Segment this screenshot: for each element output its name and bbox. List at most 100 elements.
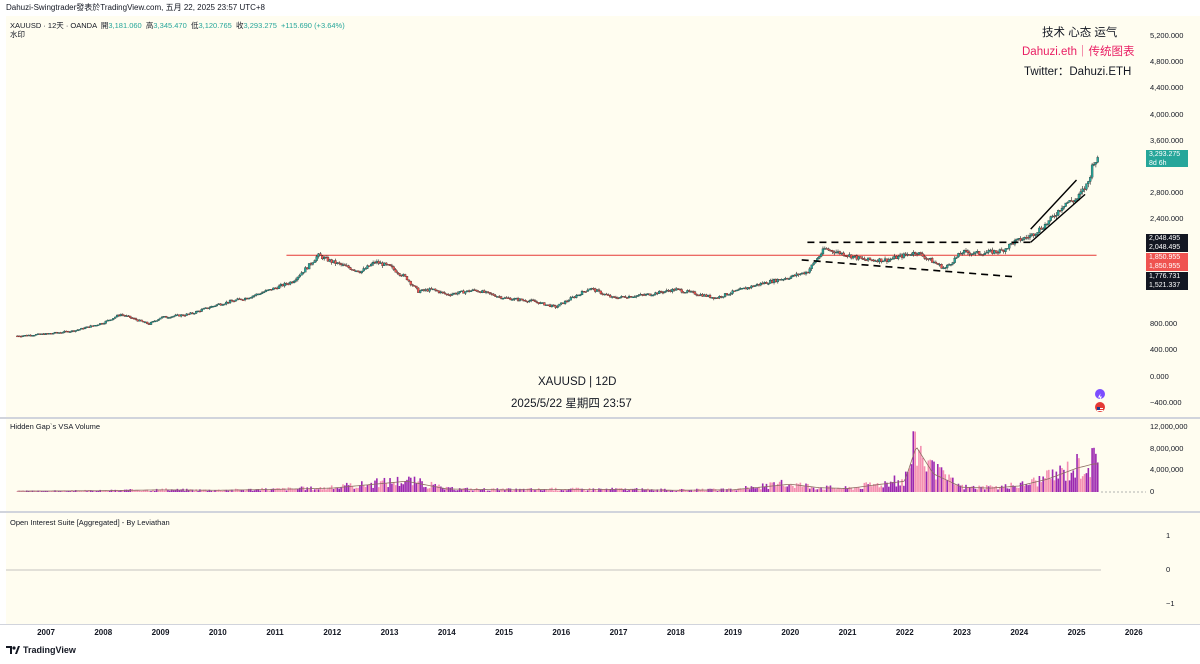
volume-bar xyxy=(195,489,197,492)
candle-body xyxy=(582,291,586,293)
volume-bar xyxy=(138,490,141,492)
candle-body xyxy=(614,296,618,299)
volume-bar xyxy=(393,482,395,492)
volume-bar xyxy=(906,471,909,492)
candle-body xyxy=(693,291,697,295)
candle-body xyxy=(1045,223,1049,226)
price-tag: 1,850.955 xyxy=(1146,262,1188,271)
candle-body xyxy=(387,264,390,266)
candle-body xyxy=(76,329,79,332)
volume-bar xyxy=(790,484,792,492)
volume-bar xyxy=(690,489,692,492)
high-label: 高 xyxy=(145,21,154,30)
volume-bar xyxy=(974,488,977,492)
candle-body xyxy=(827,248,830,251)
price-chart[interactable] xyxy=(6,16,1146,417)
volume-bar xyxy=(425,486,427,492)
oi-indicator-title[interactable]: Open Interest Suite [Aggregated] - By Le… xyxy=(10,518,170,527)
candle-body xyxy=(1087,181,1090,184)
volume-bar xyxy=(464,488,467,492)
time-tick-label: 2026 xyxy=(1124,628,1143,637)
volume-bar xyxy=(839,488,841,492)
candle-body xyxy=(405,276,409,281)
candle-body xyxy=(390,265,394,267)
volume-tick-label: 4,000,000 xyxy=(1150,465,1184,475)
candle-body xyxy=(236,298,239,301)
candle-body xyxy=(929,258,932,260)
candle-body xyxy=(332,260,335,263)
candle-body xyxy=(684,292,687,294)
volume-bar xyxy=(592,488,595,492)
volume-bar xyxy=(57,491,60,492)
price-tag: 2,048.495 xyxy=(1146,243,1188,252)
candle-body xyxy=(317,253,320,257)
candle-body xyxy=(987,250,990,253)
candle-body xyxy=(833,251,836,254)
volume-bar xyxy=(534,489,536,492)
candle-body xyxy=(880,258,883,262)
footer[interactable]: TradingView xyxy=(6,645,76,655)
candle-body xyxy=(460,290,463,293)
volume-bar xyxy=(108,490,111,492)
volume-bar xyxy=(776,483,779,492)
volume-pane[interactable]: Hidden Gap`s VSA Volume xyxy=(6,419,1146,511)
volume-bar xyxy=(921,457,924,492)
candle-body xyxy=(528,300,531,303)
candle-body xyxy=(592,288,595,290)
candle-body xyxy=(451,293,454,296)
candle-body xyxy=(36,333,40,335)
volume-bar xyxy=(1061,468,1063,492)
volume-bar xyxy=(671,490,674,492)
volume-bar xyxy=(869,482,871,492)
candle-body xyxy=(656,292,659,294)
candle-body xyxy=(483,290,486,293)
volume-bar xyxy=(351,485,354,492)
volume-bar xyxy=(127,489,130,492)
volume-bar xyxy=(178,490,181,492)
open-interest-pane[interactable]: Open Interest Suite [Aggregated] - By Le… xyxy=(6,513,1146,624)
price-axis[interactable]: 5,200.000 4,800.000 4,400.000 4,000.000 3,60… xyxy=(1146,16,1200,417)
volume-bar xyxy=(575,487,578,492)
candle-body xyxy=(373,262,377,264)
price-pane[interactable]: XAUUSD · 12天 · OANDA 開3,181.060 高3,345.4… xyxy=(6,16,1146,417)
candle-body xyxy=(857,256,860,260)
volume-bar xyxy=(236,489,239,492)
candle-body xyxy=(396,272,399,274)
volume-bar xyxy=(133,490,135,492)
candle-body xyxy=(191,312,194,314)
candle-body xyxy=(782,279,785,281)
candle-body xyxy=(961,252,964,255)
candle-body xyxy=(648,293,651,296)
volume-indicator-title[interactable]: Hidden Gap`s VSA Volume xyxy=(10,422,101,431)
publish-header: Dahuzi-Swingtrader發表於TradingView.com, 五月… xyxy=(0,0,1200,16)
volume-bar xyxy=(933,461,935,492)
time-tick-label: 2018 xyxy=(666,628,685,637)
us-flag-icon[interactable] xyxy=(1095,402,1105,412)
symbol-name[interactable]: XAUUSD · 12天 · OANDA xyxy=(10,21,97,30)
volume-bar xyxy=(419,478,421,492)
oi-axis[interactable]: 1 0 −1 xyxy=(1146,513,1200,624)
pane-divider[interactable] xyxy=(0,417,1200,419)
volume-bar xyxy=(97,490,100,492)
candle-body xyxy=(178,314,181,317)
volume-bar xyxy=(78,490,81,492)
volume-bar xyxy=(692,490,694,492)
volume-bar xyxy=(438,484,440,492)
candle-body xyxy=(795,273,798,276)
candle-body xyxy=(697,294,700,297)
candle-body xyxy=(356,270,360,273)
watermark-label[interactable]: 水印 xyxy=(10,30,25,39)
lightning-icon[interactable] xyxy=(1095,389,1105,401)
candle-body xyxy=(571,296,574,299)
candle-body xyxy=(479,291,482,293)
candle-body xyxy=(567,300,571,302)
candle-body xyxy=(802,272,806,275)
volume-bar xyxy=(547,490,549,492)
volume-axis[interactable]: 12,000,000 8,000,000 4,000,000 0 xyxy=(1146,419,1200,511)
volume-bar xyxy=(584,490,587,492)
volume-bar xyxy=(142,490,145,492)
candle-body xyxy=(936,263,939,265)
time-axis[interactable]: 2007 2008 2009 2010 2011 2012 2013 2014 2015 2016… xyxy=(6,626,1146,640)
pane-divider[interactable] xyxy=(0,511,1200,513)
candle-body xyxy=(650,294,653,297)
